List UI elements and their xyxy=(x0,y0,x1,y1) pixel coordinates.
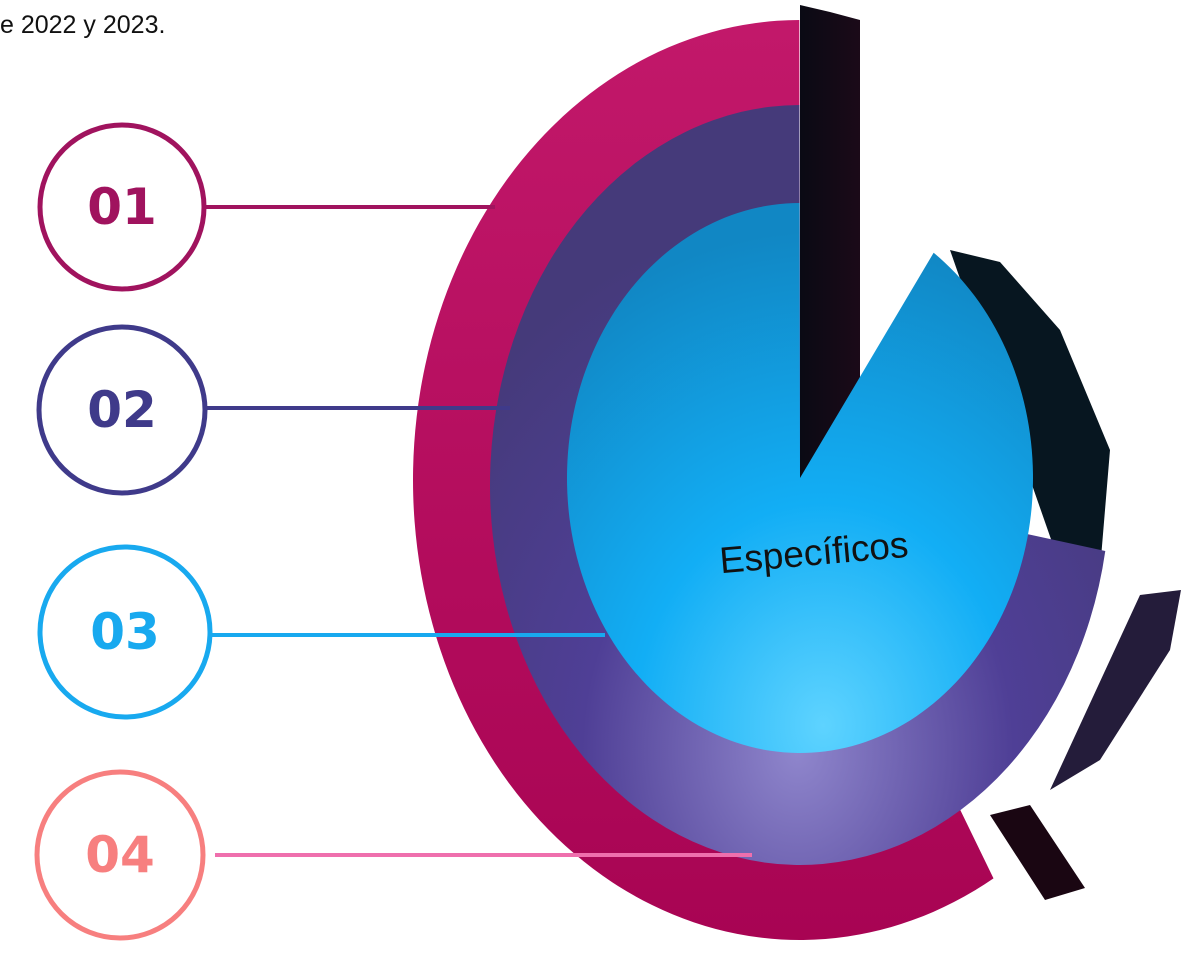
badge xyxy=(36,324,208,496)
step-badges: 01 02 03 04 xyxy=(34,122,213,941)
badge-label: 04 xyxy=(85,826,155,884)
badge xyxy=(34,769,206,941)
badge xyxy=(37,122,207,292)
badge-label: 01 xyxy=(87,178,157,236)
connector-lines xyxy=(205,205,752,857)
edge-shadow xyxy=(800,5,860,485)
ring-graphic: Específicos xyxy=(412,5,1181,940)
edge-shadow xyxy=(990,805,1085,900)
ring-inner xyxy=(567,203,1033,753)
badge-label: 02 xyxy=(87,381,157,439)
badge-label: 03 xyxy=(90,603,160,661)
badge xyxy=(37,544,213,720)
edge-shadow xyxy=(1050,590,1181,790)
header-text: e 2022 y 2023. xyxy=(0,11,165,39)
